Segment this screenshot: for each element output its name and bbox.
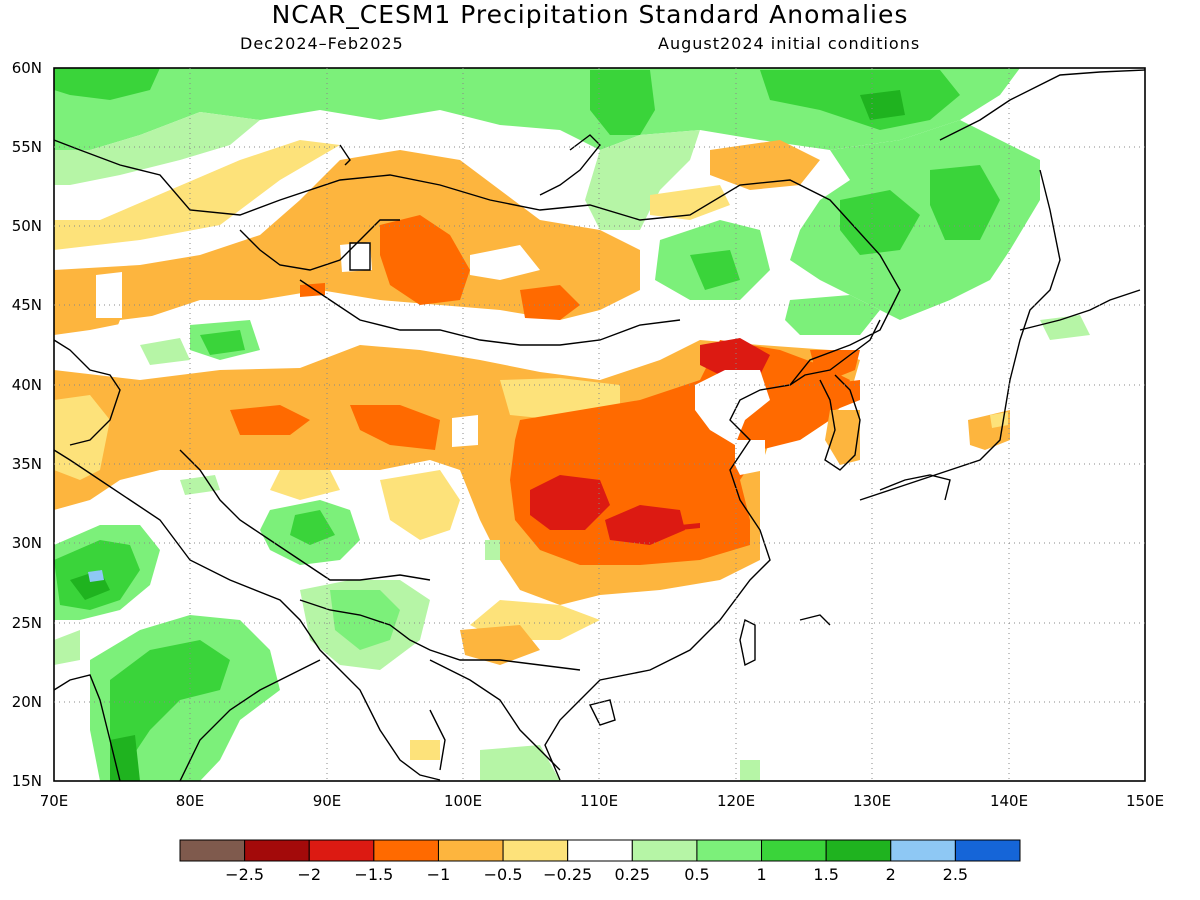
lat-label: 50N <box>12 217 42 235</box>
lon-label: 90E <box>313 792 342 810</box>
colorbar-swatch <box>502 839 569 862</box>
colorbar-swatch <box>179 839 246 862</box>
colorbar-swatch <box>631 839 698 862</box>
lon-label: 70E <box>40 792 69 810</box>
lat-label: 30N <box>12 534 42 552</box>
lat-label: 35N <box>12 455 42 473</box>
colorbar-swatch <box>244 839 310 862</box>
colorbar-swatch <box>761 839 827 862</box>
lon-label: 130E <box>853 792 891 810</box>
colorbar-label: −1 <box>427 865 451 884</box>
anomaly-field <box>54 68 1145 781</box>
colorbar-swatch <box>696 839 763 862</box>
lat-label: 25N <box>12 614 42 632</box>
lon-label: 140E <box>990 792 1028 810</box>
colorbar-swatch <box>825 839 892 862</box>
forecast-period: Dec2024–Feb2025 <box>240 34 404 53</box>
colorbar-label: 0.5 <box>684 865 709 884</box>
lon-label: 120E <box>717 792 755 810</box>
lat-label: 55N <box>12 138 42 156</box>
colorbar-swatch <box>954 839 1021 862</box>
colorbar-label: −0.25 <box>543 865 592 884</box>
lon-labels: 70E 80E 90E 100E 110E 120E 130E 140E 150… <box>40 792 1164 810</box>
lon-label: 150E <box>1126 792 1164 810</box>
map-title: NCAR_CESM1 Precipitation Standard Anomal… <box>271 0 909 29</box>
lat-label: 45N <box>12 296 42 314</box>
lon-label: 100E <box>444 792 482 810</box>
lon-label: 80E <box>176 792 205 810</box>
gridlines <box>54 68 1145 781</box>
colorbar-label: −1.5 <box>354 865 393 884</box>
lat-label: 40N <box>12 376 42 394</box>
colorbar-label: 1 <box>756 865 766 884</box>
lat-label: 60N <box>12 59 42 77</box>
colorbar-label: −2.5 <box>225 865 264 884</box>
lon-label: 110E <box>580 792 618 810</box>
colorbar-swatch <box>373 839 439 862</box>
coastlines <box>54 69 1145 781</box>
lat-label: 15N <box>12 772 42 790</box>
colorbar-label: 0.25 <box>614 865 650 884</box>
colorbar-label: 2 <box>886 865 896 884</box>
colorbar-swatch <box>890 839 956 862</box>
lat-label: 20N <box>12 693 42 711</box>
colorbar-label: −0.5 <box>484 865 523 884</box>
lat-labels: 60N 55N 50N 45N 40N 35N 30N 25N 20N 15N <box>12 59 42 790</box>
colorbar: −2.5 −2 −1.5 −1 −0.5 −0.25 0.25 0.5 1 1.5 2 2.5 <box>179 839 1021 884</box>
colorbar-swatch <box>437 839 504 862</box>
colorbar-swatch <box>567 839 633 862</box>
initial-conditions: August2024 initial conditions <box>658 34 921 53</box>
colorbar-label: 2.5 <box>943 865 968 884</box>
colorbar-swatch <box>308 839 375 862</box>
colorbar-label: 1.5 <box>813 865 838 884</box>
colorbar-label: −2 <box>297 865 321 884</box>
